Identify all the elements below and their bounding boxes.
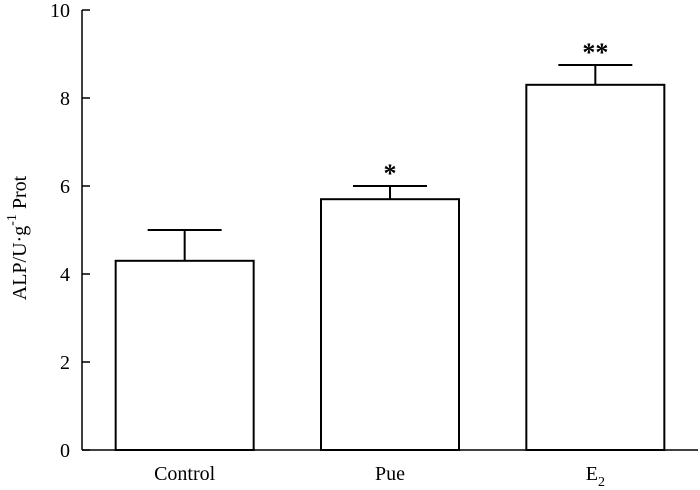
bars: ***: [114, 38, 666, 452]
y-axis-label-superscript: -1: [5, 214, 20, 226]
category-label-text: Pue: [375, 463, 405, 485]
y-axis-label-suffix: Prot: [9, 175, 31, 209]
bar: [114, 259, 255, 451]
x-category-label: E2: [586, 463, 605, 490]
significance-marker: **: [582, 38, 608, 67]
category-label-text: E: [586, 463, 598, 485]
y-axis-label: ALP/U·g-1 Prot: [5, 175, 31, 300]
bar: [525, 83, 666, 452]
y-tick-label: 4: [60, 264, 70, 286]
x-category-label: Pue: [375, 463, 405, 485]
y-tick-label: 6: [60, 176, 70, 198]
significance-marker: *: [384, 159, 397, 188]
y-tick-label: 10: [50, 0, 70, 22]
bar: [320, 198, 460, 451]
x-category-label: Control: [154, 463, 216, 485]
y-tick-label: 8: [60, 88, 70, 110]
y-tick-label: 2: [60, 352, 70, 374]
y-axis-label-main: ALP/U·g: [9, 226, 31, 300]
category-label-text: Control: [154, 463, 216, 485]
category-labels: Control Pue E2: [154, 463, 605, 490]
category-label-subscript: 2: [598, 475, 605, 490]
y-tick-label: 0: [60, 440, 70, 462]
y-ticks: 0 2 4 6 8 10: [50, 0, 90, 462]
